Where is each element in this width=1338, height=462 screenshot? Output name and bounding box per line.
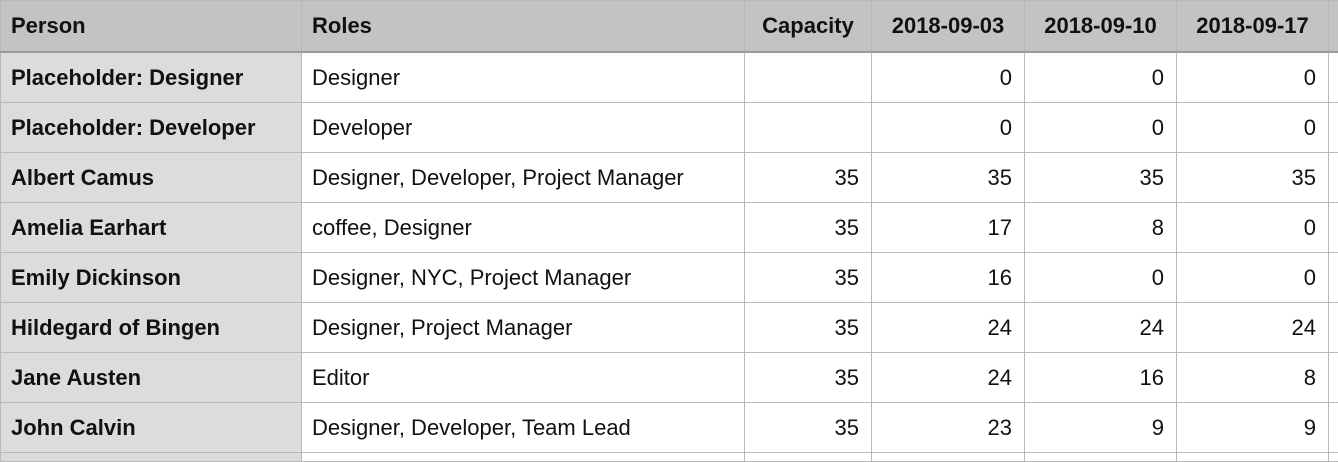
filler-cell: [1328, 152, 1338, 203]
number-cell: 35: [744, 402, 872, 453]
person-cell: Hildegard of Bingen: [0, 302, 302, 353]
table-row: Placeholder: Designer Designer 0 0 0: [0, 51, 1338, 103]
roles-cell: Designer, Developer, Team Lead: [301, 402, 745, 453]
empty-cell: [871, 452, 1025, 462]
person-cell: John Calvin: [0, 402, 302, 453]
empty-cell: [1176, 452, 1329, 462]
number-cell: [744, 51, 872, 103]
number-cell: 0: [1024, 252, 1177, 303]
number-cell: 24: [871, 302, 1025, 353]
empty-cell: [1024, 452, 1177, 462]
number-cell: 9: [1024, 402, 1177, 453]
number-cell: 35: [1176, 152, 1329, 203]
person-cell: Placeholder: Designer: [0, 51, 302, 103]
roles-cell: Designer, Project Manager: [301, 302, 745, 353]
column-header: 2018-09-10: [1024, 0, 1177, 53]
number-cell: 0: [1176, 102, 1329, 153]
number-cell: 35: [1024, 152, 1177, 203]
person-cell: Emily Dickinson: [0, 252, 302, 303]
roles-cell: Editor: [301, 352, 745, 403]
number-cell: 16: [871, 252, 1025, 303]
person-cell: Placeholder: Developer: [0, 102, 302, 153]
empty-cell: [1328, 452, 1338, 462]
number-cell: 17: [871, 202, 1025, 253]
number-cell: 35: [744, 202, 872, 253]
table-row: Amelia Earhart coffee, Designer 35 17 8 0: [0, 202, 1338, 253]
number-cell: 24: [871, 352, 1025, 403]
number-cell: 16: [1024, 352, 1177, 403]
table-body: Placeholder: Designer Designer 0 0 0 Placehol…: [0, 51, 1338, 462]
filler-cell: [1328, 352, 1338, 403]
filler-cell: [1328, 402, 1338, 453]
number-cell: 24: [1176, 302, 1329, 353]
empty-cell: [0, 452, 302, 462]
empty-cell: [744, 452, 872, 462]
person-cell: Albert Camus: [0, 152, 302, 203]
table-row: Hildegard of Bingen Designer, Project Man…: [0, 302, 1338, 353]
roles-cell: Designer: [301, 51, 745, 103]
filler-cell: [1328, 202, 1338, 253]
number-cell: 24: [1024, 302, 1177, 353]
column-header: Roles: [301, 0, 745, 53]
number-cell: 35: [744, 152, 872, 203]
table-row: Emily Dickinson Designer, NYC, Project Ma…: [0, 252, 1338, 303]
number-cell: [744, 102, 872, 153]
filler-cell: [1328, 252, 1338, 303]
number-cell: 0: [1024, 102, 1177, 153]
roles-cell: Designer, NYC, Project Manager: [301, 252, 745, 303]
table-header: Person Roles Capacity 2018-09-03 2018-09-10 2…: [0, 0, 1338, 53]
filler-cell: [1328, 51, 1338, 103]
number-cell: 0: [1176, 202, 1329, 253]
table-row: Jane Austen Editor 35 24 16 8: [0, 352, 1338, 403]
number-cell: 0: [1024, 51, 1177, 103]
number-cell: 8: [1024, 202, 1177, 253]
filler-cell: [1328, 302, 1338, 353]
number-cell: 35: [744, 352, 872, 403]
roles-cell: coffee, Designer: [301, 202, 745, 253]
header-row: Person Roles Capacity 2018-09-03 2018-09-10 2…: [0, 0, 1338, 53]
roles-cell: Designer, Developer, Project Manager: [301, 152, 745, 203]
number-cell: 9: [1176, 402, 1329, 453]
column-header: 2018-09-03: [871, 0, 1025, 53]
number-cell: 35: [744, 252, 872, 303]
person-cell: Amelia Earhart: [0, 202, 302, 253]
roles-cell: Developer: [301, 102, 745, 153]
number-cell: 0: [871, 102, 1025, 153]
number-cell: 23: [871, 402, 1025, 453]
number-cell: 8: [1176, 352, 1329, 403]
number-cell: 0: [1176, 51, 1329, 103]
table-row: John Calvin Designer, Developer, Team Lea…: [0, 402, 1338, 453]
partial-row: [0, 452, 1338, 462]
column-header: 2018-09-17: [1176, 0, 1329, 53]
filler-cell: [1328, 102, 1338, 153]
column-header-filler: [1328, 0, 1338, 53]
column-header: Person: [0, 0, 302, 53]
table-row: Placeholder: Developer Developer 0 0 0: [0, 102, 1338, 153]
number-cell: 35: [871, 152, 1025, 203]
number-cell: 0: [1176, 252, 1329, 303]
number-cell: 0: [871, 51, 1025, 103]
column-header: Capacity: [744, 0, 872, 53]
number-cell: 35: [744, 302, 872, 353]
empty-cell: [301, 452, 745, 462]
table-row: Albert Camus Designer, Developer, Project…: [0, 152, 1338, 203]
person-cell: Jane Austen: [0, 352, 302, 403]
